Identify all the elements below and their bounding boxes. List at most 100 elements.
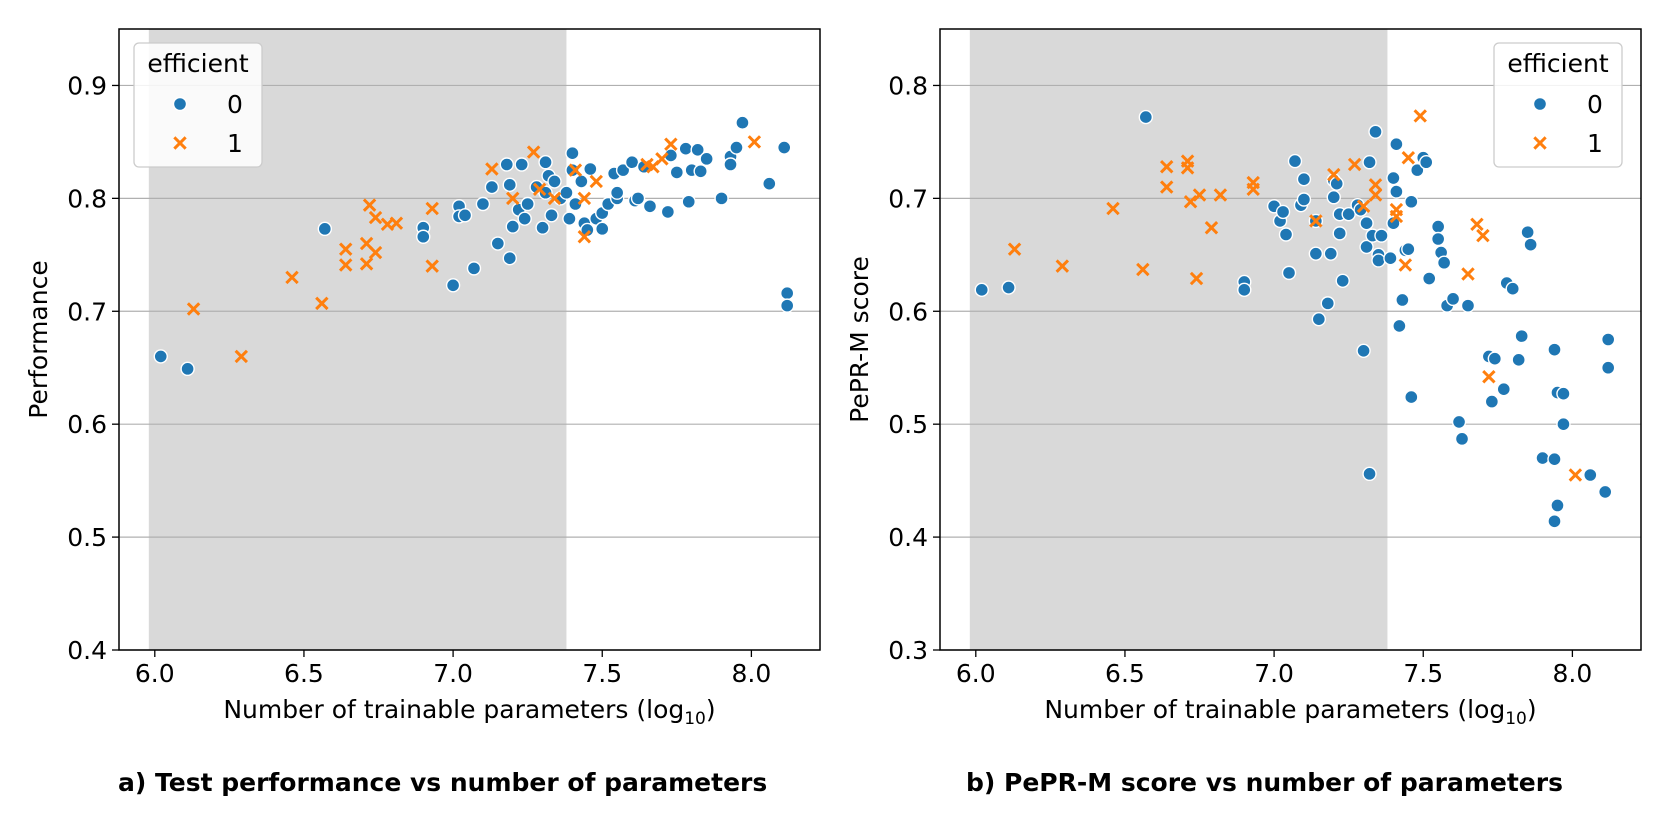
point-efficient-0: [1278, 227, 1294, 242]
point-efficient-0: [1332, 226, 1347, 241]
point-efficient-0: [1371, 253, 1386, 268]
point-efficient-0: [1326, 190, 1341, 205]
point-efficient-0: [1362, 466, 1377, 482]
point-efficient-1: [1356, 199, 1371, 213]
point-efficient-0: [1362, 155, 1377, 170]
point-efficient-0: [762, 176, 777, 191]
y-tick-label: 0.7: [67, 297, 107, 326]
point-efficient-1: [1413, 109, 1427, 123]
shaded-region: [969, 29, 1388, 650]
point-efficient-0: [1514, 328, 1529, 344]
point-efficient-0: [1505, 281, 1520, 296]
point-efficient-0: [1359, 216, 1374, 231]
point-efficient-0: [1374, 228, 1389, 243]
point-efficient-1: [664, 137, 678, 151]
point-efficient-1: [1204, 220, 1219, 235]
point-efficient-0: [699, 151, 714, 167]
point-efficient-0: [714, 191, 729, 206]
legend-marker-1: [173, 136, 187, 150]
point-efficient-1: [362, 198, 377, 212]
panel-performance: 6.0 6.5 7.0 7.5 8.0 0.4 0.5 0.6 0.7 0.8 0.9 Numbe…: [24, 28, 821, 729]
point-efficient-0: [1550, 498, 1565, 513]
point-efficient-0: [1598, 484, 1613, 500]
point-efficient-1: [1401, 150, 1416, 165]
point-efficient-1: [359, 236, 374, 251]
point-efficient-0: [1395, 292, 1410, 308]
x-tick-label: 7.0: [1254, 659, 1294, 688]
point-efficient-1: [1476, 228, 1490, 243]
point-efficient-0: [1436, 255, 1452, 270]
legend-label-0: 0: [1587, 90, 1603, 119]
point-efficient-0: [1356, 343, 1371, 358]
point-efficient-1: [1106, 201, 1120, 216]
point-efficient-0: [1445, 291, 1461, 307]
point-efficient-0: [1335, 273, 1350, 288]
point-efficient-1: [285, 270, 299, 285]
point-efficient-0: [615, 162, 631, 178]
point-efficient-0: [729, 140, 744, 155]
y-tick-label: 0.4: [67, 636, 107, 665]
y-tick-label: 0.9: [67, 71, 107, 100]
point-efficient-1: [506, 191, 520, 206]
point-efficient-0: [1520, 225, 1535, 240]
point-efficient-0: [678, 141, 693, 156]
point-efficient-1: [1159, 180, 1174, 194]
point-efficient-1: [1180, 154, 1195, 168]
point-efficient-0: [520, 196, 535, 212]
x-tick-label: 8.0: [732, 659, 772, 688]
point-efficient-0: [1392, 318, 1407, 334]
point-efficient-1: [1055, 259, 1070, 273]
point-efficient-1: [1327, 167, 1341, 182]
x-ticks: 6.0 6.5 7.0 7.5 8.0: [956, 650, 1592, 688]
legend-box: [133, 42, 263, 168]
point-efficient-1: [368, 210, 383, 225]
x-tick-label: 8.0: [1553, 659, 1593, 688]
point-efficient-0: [502, 177, 517, 193]
point-efficient-0: [416, 229, 431, 244]
x-tick-label: 6.5: [1105, 659, 1145, 688]
x-tick-label: 7.5: [1403, 659, 1443, 688]
point-efficient-0: [1422, 271, 1437, 286]
point-efficient-0: [777, 140, 792, 155]
point-efficient-0: [317, 221, 333, 237]
point-efficient-1: [1368, 178, 1383, 192]
point-efficient-1: [568, 163, 583, 177]
legend-label-1: 1: [227, 129, 243, 158]
point-efficient-0: [1484, 394, 1500, 409]
point-efficient-1: [747, 135, 762, 149]
point-efficient-0: [693, 164, 708, 179]
legend: efficient 0 1: [1493, 42, 1623, 168]
point-efficient-1: [1192, 188, 1207, 202]
y-tick-label: 0.4: [888, 523, 928, 552]
point-efficient-0: [1523, 237, 1538, 252]
point-efficient-0: [1547, 342, 1562, 357]
point-efficient-1: [1213, 188, 1228, 202]
point-efficient-1: [338, 242, 353, 256]
point-efficient-0: [574, 174, 589, 189]
point-efficient-0: [1547, 451, 1562, 467]
point-efficient-0: [1556, 416, 1571, 432]
point-efficient-0: [565, 145, 580, 161]
caption-b: b) PePR-M score vs number of parameters: [966, 768, 1563, 797]
point-efficient-0: [502, 251, 517, 266]
point-efficient-0: [547, 174, 562, 189]
x-tick-label: 6.5: [284, 659, 324, 688]
point-efficient-0: [1460, 298, 1476, 313]
y-ticks: 0.3 0.4 0.5 0.6 0.7 0.8: [888, 71, 940, 665]
point-efficient-0: [544, 208, 559, 223]
point-efficient-1: [1470, 217, 1484, 232]
x-axis-label: Number of trainable parameters (log10): [1044, 695, 1536, 729]
x-tick-label: 7.5: [582, 659, 622, 688]
point-efficient-0: [1308, 246, 1324, 261]
point-efficient-0: [1311, 311, 1327, 327]
point-efficient-0: [1383, 251, 1398, 266]
point-efficient-0: [1359, 239, 1374, 255]
point-efficient-1: [315, 296, 329, 311]
point-efficient-0: [153, 349, 168, 364]
point-efficient-0: [1511, 352, 1526, 368]
y-tick-label: 0.6: [67, 410, 107, 439]
point-efficient-0: [779, 286, 795, 301]
point-efficient-0: [690, 142, 705, 158]
point-efficient-0: [1404, 194, 1419, 209]
